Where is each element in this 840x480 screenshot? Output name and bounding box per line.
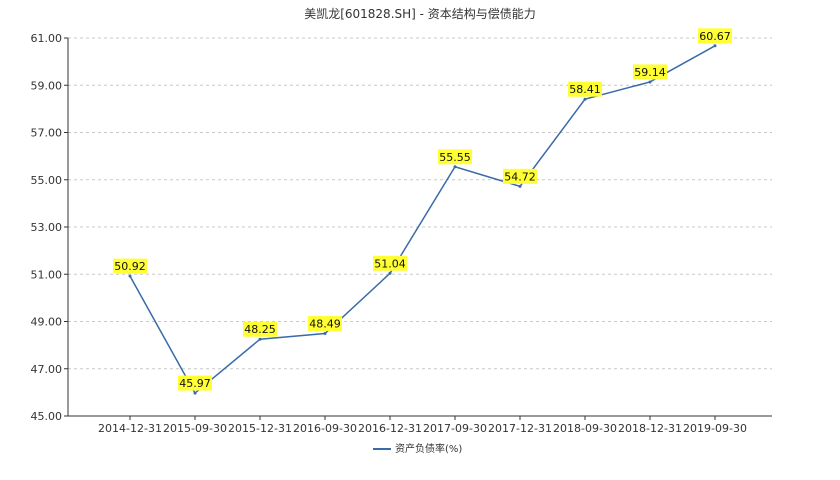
y-tick-label: 61.00: [31, 32, 63, 45]
data-label-text: 48.49: [309, 318, 341, 331]
x-tick-label: 2017-09-30: [423, 422, 487, 435]
data-label-text: 59.14: [634, 66, 666, 79]
x-tick-label: 2016-12-31: [358, 422, 422, 435]
y-tick-label: 45.00: [31, 410, 63, 423]
data-point: [583, 97, 587, 101]
data-label: 54.72: [503, 168, 537, 184]
data-label-bg: [698, 28, 732, 44]
data-label: 55.55: [438, 149, 472, 165]
data-point: [388, 271, 392, 275]
data-label: 50.92: [113, 258, 147, 274]
data-label-text: 55.55: [439, 151, 471, 164]
data-label: 60.67: [698, 28, 732, 44]
data-label-bg: [178, 375, 212, 391]
data-point: [713, 44, 717, 48]
data-label-bg: [113, 258, 147, 274]
data-label-bg: [568, 81, 602, 97]
x-tick-label: 2014-12-31: [98, 422, 162, 435]
data-label-bg: [308, 316, 342, 332]
data-label-text: 60.67: [699, 30, 731, 43]
data-point: [518, 184, 522, 188]
x-tick-label: 2018-09-30: [553, 422, 617, 435]
data-label-bg: [633, 64, 667, 80]
series: [128, 44, 717, 395]
data-label-bg: [503, 168, 537, 184]
data-label: 45.97: [178, 375, 212, 391]
series-line: [129, 45, 716, 395]
y-tick-label: 47.00: [31, 363, 63, 376]
grid: [68, 37, 772, 370]
y-tick-label: 57.00: [31, 127, 63, 140]
legend: 资产负债率(%): [373, 442, 462, 455]
data-label: 48.25: [243, 321, 277, 337]
data-point: [258, 337, 262, 341]
y-axis-ticks: 45.00 47.00 49.00 51.00 53.00 55.00 57.00 59.00…: [31, 32, 68, 423]
data-label-text: 51.04: [374, 257, 406, 270]
x-tick-label: 2018-12-31: [618, 422, 682, 435]
data-point: [453, 165, 457, 169]
data-label-text: 50.92: [114, 260, 146, 273]
x-tick-label: 2015-09-30: [163, 422, 227, 435]
data-label-text: 48.25: [244, 323, 276, 336]
data-label-bg: [243, 321, 277, 337]
data-label-bg: [438, 149, 472, 165]
data-point: [648, 80, 652, 84]
legend-label: 资产负债率(%): [395, 442, 462, 455]
data-point: [323, 332, 327, 336]
y-tick-label: 51.00: [31, 268, 63, 281]
y-tick-label: 49.00: [31, 316, 63, 329]
data-point: [128, 274, 132, 278]
y-tick-label: 59.00: [31, 79, 63, 92]
data-point: [193, 391, 197, 395]
data-label: 58.41: [568, 81, 602, 97]
data-label-text: 58.41: [569, 83, 601, 96]
data-label-text: 45.97: [179, 377, 211, 390]
data-labels: 50.92 45.97 48.25 48.49 51.04 55.55 54.72 58.41…: [113, 28, 732, 391]
x-tick-label: 2017-12-31: [488, 422, 552, 435]
x-tick-label: 2015-12-31: [228, 422, 292, 435]
data-label: 59.14: [633, 64, 667, 80]
data-label-bg: [373, 255, 407, 271]
x-tick-label: 2016-09-30: [293, 422, 357, 435]
data-label-text: 54.72: [504, 170, 536, 183]
data-label: 48.49: [308, 316, 342, 332]
axes: [67, 38, 772, 417]
y-tick-label: 53.00: [31, 221, 63, 234]
x-tick-label: 2019-09-30: [683, 422, 747, 435]
data-label: 51.04: [373, 255, 407, 271]
chart-title: 美凯龙[601828.SH] - 资本结构与偿债能力: [304, 6, 536, 21]
y-tick-label: 55.00: [31, 174, 63, 187]
x-axis-ticks: 2014-12-31 2015-09-30 2015-12-31 2016-09-30…: [98, 416, 747, 435]
